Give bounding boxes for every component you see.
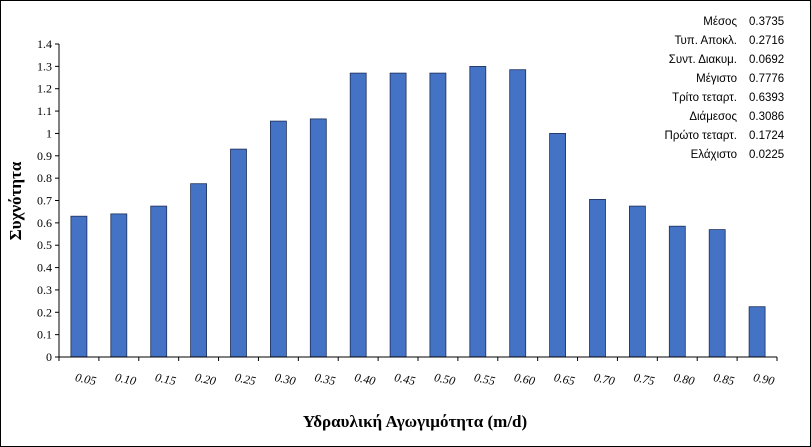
y-tick-label: 1 xyxy=(46,126,52,140)
y-tick-label: 1.1 xyxy=(37,104,52,118)
bars-group xyxy=(70,66,766,358)
x-tick-label: 0.20 xyxy=(194,370,217,388)
x-tick-label: 0.05 xyxy=(74,370,97,388)
stat-label: Τυπ. Αποκλ. xyxy=(674,35,737,47)
x-tick-label: 0.90 xyxy=(752,370,775,388)
x-tick-label: 0.10 xyxy=(114,370,137,388)
x-tick-label: 0.70 xyxy=(593,370,616,388)
bar-0.25 xyxy=(230,148,247,358)
y-ticks-group: 0 0.1 0.2 0.3 0.4 0.5 0.6 0.7 0.8 0.9 1 1.1 1.2 1.3 1.… xyxy=(37,37,59,364)
bar-0.40 xyxy=(349,72,367,358)
bar-0.80 xyxy=(668,225,686,358)
y-tick-label: 1.2 xyxy=(37,82,52,96)
bar-0.55 xyxy=(469,66,487,358)
bar-0.50 xyxy=(429,72,447,358)
y-tick-label: 0.1 xyxy=(37,328,52,342)
x-tick-label: 0.55 xyxy=(473,370,496,388)
bar-0.10 xyxy=(110,213,128,358)
bar-0.15 xyxy=(150,205,168,358)
x-tick-label: 0.25 xyxy=(234,370,257,388)
y-tick-label: 0.9 xyxy=(37,149,52,163)
bar-0.30 xyxy=(269,120,287,358)
bar-0.35 xyxy=(309,118,327,358)
x-tick-label: 0.75 xyxy=(632,370,655,388)
stat-value: 0.3735 xyxy=(749,16,784,28)
x-tick-label: 0.35 xyxy=(313,370,336,388)
stat-value: 0.0225 xyxy=(749,149,784,161)
x-ticks-group: 0.05 0.10 0.15 0.20 0.25 0.30 0.35 0.40 0.45 0.50… xyxy=(58,357,778,388)
x-tick-label: 0.80 xyxy=(672,370,695,388)
x-tick-label: 0.15 xyxy=(154,370,177,388)
y-tick-label: 0.4 xyxy=(37,261,52,275)
y-tick-label: 0 xyxy=(46,350,52,364)
x-tick-label: 0.50 xyxy=(433,370,456,388)
stat-value: 0.6393 xyxy=(749,92,784,104)
bar-0.90 xyxy=(748,306,766,358)
stat-label: Διάμεσος xyxy=(689,111,737,123)
stat-value: 0.7776 xyxy=(749,73,784,85)
bar-0.60 xyxy=(509,69,527,358)
statistics-table: Μέσος 0.3735 Τυπ. Αποκλ. 0.2716 Συντ. Διακυμ… xyxy=(665,16,785,161)
y-axis-title: Συχνότητα xyxy=(6,161,25,240)
y-tick-label: 0.2 xyxy=(37,305,52,319)
x-tick-label: 0.45 xyxy=(393,370,416,388)
stat-label: Τρίτο τεταρτ. xyxy=(672,92,737,104)
bar-0.70 xyxy=(589,198,606,358)
x-tick-label: 0.65 xyxy=(553,370,576,388)
y-tick-label: 0.7 xyxy=(37,194,52,208)
y-tick-label: 0.6 xyxy=(37,216,52,230)
y-tick-label: 1.3 xyxy=(37,59,52,73)
stat-label: Μέγιστο xyxy=(696,73,737,85)
y-tick-label: 0.8 xyxy=(37,171,52,185)
bar-0.45 xyxy=(389,72,407,358)
bar-0.85 xyxy=(708,229,726,358)
bar-0.20 xyxy=(190,183,208,358)
bar-0.65 xyxy=(549,132,566,358)
x-tick-label: 0.40 xyxy=(353,370,376,388)
x-tick-label: 0.85 xyxy=(712,370,735,388)
x-axis-title: Υδραυλική Αγωγιμότητα (m/d) xyxy=(303,412,527,431)
stat-label: Συντ. Διακυμ. xyxy=(669,54,737,66)
y-tick-label: 1.4 xyxy=(37,37,52,51)
stat-value: 0.1724 xyxy=(749,130,785,142)
x-tick-label: 0.60 xyxy=(513,370,536,388)
stat-label: Πρώτο τεταρτ. xyxy=(665,130,737,142)
stat-value: 0.0692 xyxy=(749,54,784,66)
bar-0.05 xyxy=(70,215,88,358)
y-tick-label: 0.5 xyxy=(37,238,52,252)
stat-value: 0.3086 xyxy=(749,111,784,123)
y-tick-label: 0.3 xyxy=(37,283,52,297)
stat-value: 0.2716 xyxy=(749,35,784,47)
stat-label: Μέσος xyxy=(703,16,737,28)
bar-0.75 xyxy=(629,205,646,358)
stat-label: Ελάχιστο xyxy=(691,149,737,161)
x-tick-label: 0.30 xyxy=(273,370,296,388)
